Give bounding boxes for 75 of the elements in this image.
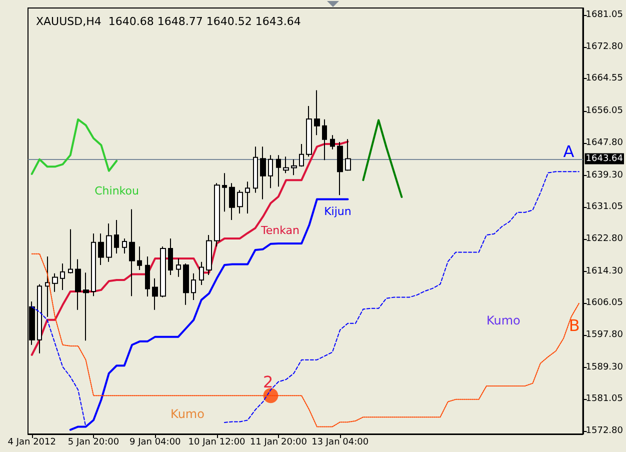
candlestick — [168, 238, 173, 276]
candlestick — [37, 284, 42, 354]
y-tick-label: 1656.05 — [586, 106, 623, 116]
x-tick-label: 11 Jan 20:00 — [250, 438, 308, 448]
y-tick-label: 1589.30 — [586, 362, 624, 373]
candlestick — [314, 90, 320, 136]
candlestick — [253, 146, 258, 194]
candlestick — [283, 156, 289, 174]
candlestick — [83, 272, 89, 342]
candlestick — [199, 261, 204, 286]
candlestick — [206, 234, 212, 276]
y-tick-label: 1639.30 — [586, 170, 624, 180]
series-label: Tenkan — [260, 224, 300, 238]
candlestick — [152, 278, 158, 310]
line-series — [31, 253, 580, 428]
x-tick-label: 4 Jan 2012 — [8, 438, 56, 448]
candlestick — [106, 222, 112, 262]
candlestick — [245, 181, 250, 214]
candlestick — [114, 220, 119, 254]
annotation: 2 — [263, 372, 274, 392]
candlestick — [214, 182, 220, 248]
candlestick — [291, 158, 297, 176]
candlestick — [52, 272, 58, 292]
candlestick — [137, 246, 142, 270]
candlestick — [330, 134, 335, 150]
candlestick — [345, 138, 351, 172]
candlestick — [237, 190, 243, 214]
series-label: B — [568, 316, 580, 335]
series-label: Kijun — [324, 204, 352, 218]
candlestick — [145, 256, 150, 297]
y-tick-label: 1681.05 — [586, 10, 623, 20]
candlestick — [129, 208, 135, 297]
candlestick — [98, 232, 104, 266]
y-tick-label: 1614.30 — [586, 266, 624, 277]
candlestick — [160, 246, 166, 298]
candlestick — [176, 258, 181, 278]
y-tick-label: 1606.05 — [586, 298, 623, 308]
candlestick — [229, 182, 235, 221]
y-tick-label: 1672.80 — [586, 42, 624, 52]
series-label: Chinkou — [94, 184, 139, 198]
y-tick-label: 1622.80 — [586, 234, 624, 244]
candlestick — [60, 262, 65, 290]
candlestick — [276, 154, 281, 188]
candlestick — [306, 105, 312, 158]
x-tick-label: 9 Jan 04:00 — [130, 438, 182, 448]
candlestick — [337, 142, 343, 196]
ref-line-label: 1643.64 — [586, 154, 624, 164]
y-tick-label: 1647.80 — [586, 138, 624, 148]
y-tick-label: 1664.55 — [586, 73, 623, 84]
candlestick — [268, 154, 273, 189]
candlestick — [68, 228, 73, 274]
y-tick-label: 1581.05 — [586, 394, 623, 404]
candlestick — [191, 272, 196, 300]
candlestick — [260, 146, 266, 200]
line-series — [362, 119, 403, 198]
x-tick-label: 13 Jan 04:00 — [312, 438, 369, 448]
y-tick-label: 1597.80 — [586, 330, 624, 340]
candlestick — [299, 143, 304, 168]
annotation: Kumo — [170, 407, 204, 422]
annotation: Kumo — [486, 314, 520, 328]
line-series — [30, 140, 349, 356]
candlestick — [91, 232, 96, 297]
candlestick — [322, 118, 327, 161]
text: XAUUSD,H4 1640.68 1648.77 1640.52 1643.64 — [36, 15, 301, 28]
x-tick-label: 5 Jan 20:00 — [68, 438, 120, 448]
candlestick — [122, 238, 127, 254]
candlestick — [75, 258, 81, 310]
candlestick — [45, 256, 50, 318]
y-tick-label: 1631.05 — [586, 202, 623, 212]
line-series — [30, 118, 118, 175]
series-label: A — [563, 142, 574, 162]
candlestick — [183, 262, 189, 306]
x-tick-label: 10 Jan 12:00 — [188, 438, 246, 448]
y-tick-label: 1572.80 — [586, 426, 624, 436]
candlestick — [222, 172, 227, 212]
